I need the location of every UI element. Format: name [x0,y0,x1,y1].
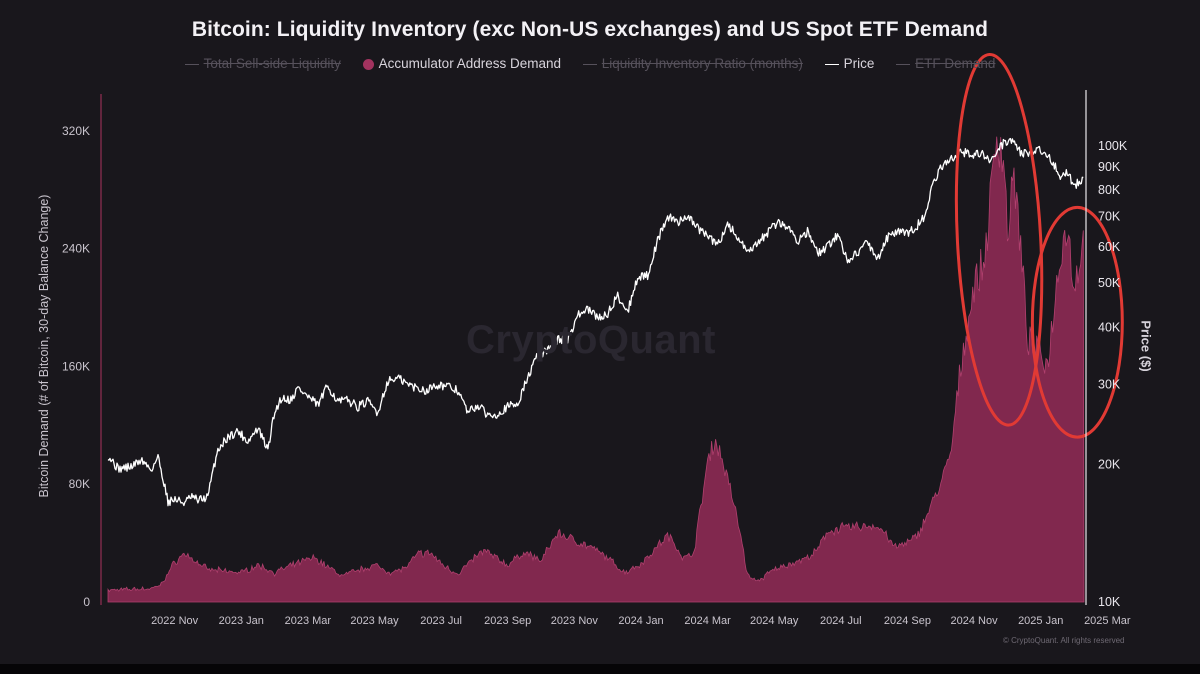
y2-tick-label: 100K [1098,139,1128,153]
y2-tick-label: 80K [1098,183,1121,197]
y-axis-right-label: Price ($) [1138,320,1154,372]
watermark: CryptoQuant [466,318,716,362]
line-price [107,137,1084,507]
legend-label: Liquidity Inventory Ratio (months) [601,55,803,71]
legend-line-swatch [582,63,597,65]
x-tick-label: 2025 Jan [1018,615,1063,627]
x-tick-label: 2023 Sep [484,615,531,627]
x-tick-label: 2023 May [350,615,399,627]
x-tick-label: 2024 Jul [820,615,862,627]
y-tick-label: 320K [62,124,90,138]
bottom-edge-bar [0,664,1200,674]
legend: Total Sell-side Liquidity Accumulator Ad… [0,55,1180,71]
chart-title: Bitcoin: Liquidity Inventory (exc Non-US… [191,18,989,41]
y2-tick-label: 70K [1098,210,1121,224]
x-tick-label: 2024 Nov [951,615,999,627]
x-tick-label: 2024 Jan [618,615,663,627]
y2-tick-label: 50K [1098,276,1121,290]
annotation-circle [954,52,1044,427]
x-tick-label: 2023 Mar [285,615,332,627]
x-tick-label: 2023 Jan [219,615,264,627]
y2-tick-label: 90K [1098,160,1121,174]
legend-line-swatch [896,63,911,65]
y2-tick-label: 30K [1098,377,1121,391]
legend-line-swatch [824,63,839,65]
x-tick-label: 2023 Nov [551,615,599,627]
legend-label: Total Sell-side Liquidity [203,55,341,71]
y-axis-left-label: Bitcoin Demand (# of Bitcoin, 30-day Bal… [37,194,51,498]
legend-label: Price [843,55,875,71]
legend-label: Accumulator Address Demand [378,55,561,71]
x-tick-label: 2024 Sep [884,615,931,627]
legend-item-etf-demand[interactable]: ETF Demand [896,56,995,71]
y-tick-label: 80K [69,477,90,491]
x-tick-label: 2024 Mar [684,615,731,627]
x-tick-label: 2023 Jul [420,615,462,627]
legend-dot-swatch [362,58,374,70]
y2-tick-label: 10K [1098,595,1121,609]
legend-item-liquidity-inventory-ratio[interactable]: Liquidity Inventory Ratio (months) [582,55,803,71]
legend-item-price[interactable]: Price [824,55,875,71]
annotation-circle [1030,205,1124,439]
y2-tick-label: 60K [1098,240,1121,254]
legend-item-accumulator-address-demand[interactable]: Accumulator Address Demand [362,55,561,71]
y2-tick-label: 40K [1098,320,1121,334]
copyright-notice: © CryptoQuant. All rights reserved [1003,636,1125,645]
x-tick-label: 2024 May [750,615,799,627]
x-tick-label: 2022 Nov [151,615,199,627]
y-tick-label: 160K [62,359,90,373]
y-tick-label: 240K [62,242,90,256]
y-tick-label: 0 [83,595,90,609]
legend-item-total-sell-side-liquidity[interactable]: Total Sell-side Liquidity [184,55,341,71]
y2-tick-label: 20K [1098,458,1121,472]
legend-line-swatch [184,63,199,65]
area-accumulator-address-demand [107,136,1085,603]
legend-label: ETF Demand [915,55,996,71]
x-tick-label: 2025 Mar [1084,615,1131,627]
